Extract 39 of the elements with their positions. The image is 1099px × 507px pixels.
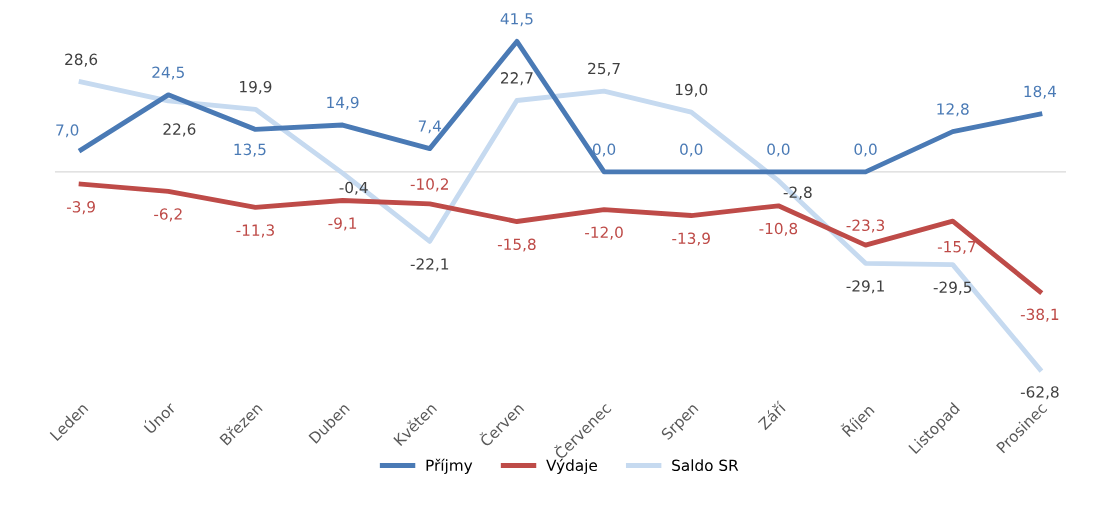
data-label: -22,1: [410, 258, 449, 272]
data-label: -29,1: [846, 280, 884, 294]
data-label: -3,9: [66, 201, 95, 215]
data-label: -29,5: [933, 281, 972, 295]
data-label: 22,7: [501, 72, 533, 86]
data-label: 25,7: [588, 62, 620, 76]
data-label: -11,3: [236, 224, 274, 238]
data-label: 18,4: [1024, 85, 1057, 99]
legend-label: Saldo SR: [672, 459, 739, 472]
data-label: 28,6: [65, 53, 98, 67]
data-label: 13,5: [234, 143, 266, 157]
data-label: 12,8: [937, 103, 969, 117]
data-label: -13,9: [672, 232, 710, 246]
data-label: 0,0: [680, 143, 703, 157]
data-label: -0,4: [339, 181, 368, 195]
data-label: -6,2: [154, 208, 182, 222]
data-label: -9,1: [328, 217, 357, 231]
data-label: 14,9: [327, 96, 359, 110]
data-label: 19,9: [240, 80, 272, 95]
data-label: -62,8: [1020, 386, 1059, 400]
data-label: 24,5: [152, 66, 184, 80]
data-label: -23,3: [846, 219, 885, 233]
data-label: 41,5: [500, 13, 533, 27]
data-label: 7,4: [418, 120, 442, 134]
data-label: -15,8: [497, 238, 536, 252]
data-label: 0,0: [592, 143, 616, 157]
data-label: 7,0: [56, 124, 79, 138]
data-label: 0,0: [854, 143, 877, 157]
data-label: 0,0: [767, 143, 790, 157]
data-label: -2,8: [783, 186, 812, 200]
data-label: -38,1: [1020, 308, 1059, 322]
legend-label: Výdaje: [546, 458, 598, 475]
data-label: -15,7: [937, 241, 976, 255]
legend-label: Příjmy: [426, 458, 473, 475]
data-label: -10,2: [410, 178, 448, 192]
data-label: -12,0: [585, 226, 623, 240]
data-label: 22,6: [163, 123, 196, 137]
data-label: -10,8: [759, 222, 798, 236]
data-label: 19,0: [675, 83, 708, 97]
